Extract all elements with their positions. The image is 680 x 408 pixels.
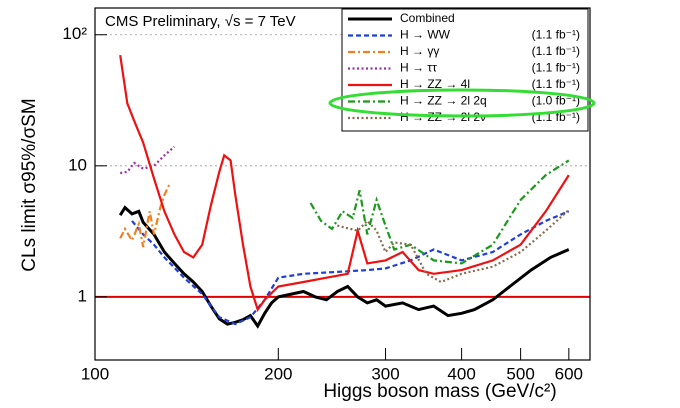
x-tick-label: 300 bbox=[371, 364, 399, 383]
legend-label: H → ZZ → 2l 2q bbox=[400, 94, 487, 108]
series-line bbox=[309, 159, 570, 265]
y-tick-label: 10² bbox=[62, 24, 87, 43]
series-line bbox=[119, 181, 172, 248]
highlight-ellipse bbox=[328, 88, 596, 118]
x-tick-label: 100 bbox=[81, 364, 109, 383]
plot-area bbox=[95, 54, 590, 329]
legend-box bbox=[341, 8, 589, 132]
legend-label: H → ττ bbox=[400, 61, 437, 75]
plot-frame bbox=[94, 7, 591, 361]
x-tick-label: 200 bbox=[264, 364, 292, 383]
legend-label: H → WW bbox=[400, 28, 451, 42]
legend-lumi: (1.1 fb⁻¹) bbox=[532, 61, 580, 75]
legend-lumi: (1.1 fb⁻¹) bbox=[532, 44, 580, 58]
legend-label: Combined bbox=[400, 11, 455, 25]
legend-lumi: (1.1 fb⁻¹) bbox=[532, 28, 580, 42]
x-tick-label: 500 bbox=[506, 364, 534, 383]
legend-lumi: (1.1 fb⁻¹) bbox=[532, 77, 580, 91]
annotation: CMS Preliminary, √s = 7 TeV bbox=[105, 13, 296, 30]
x-tick-label: 600 bbox=[555, 364, 583, 383]
y-tick-label: 1 bbox=[78, 286, 87, 305]
legend-lumi: (1.0 fb⁻¹) bbox=[532, 94, 580, 108]
legend-label: H → ZZ → 4l bbox=[400, 77, 470, 91]
series-line bbox=[131, 210, 570, 326]
y-tick-label: 10 bbox=[68, 155, 87, 174]
series-line bbox=[337, 209, 570, 284]
series-line bbox=[118, 205, 570, 329]
y-axis-label: CLs limit σ95%/σSM bbox=[19, 98, 40, 271]
series-line bbox=[120, 145, 176, 175]
x-tick-label: 400 bbox=[447, 364, 475, 383]
legend: Combined H → WW (1.1 fb⁻¹) H → γγ (1.1 fb⁻¹)… bbox=[341, 8, 589, 132]
x-axis-label: Higgs boson mass (GeV/c²) bbox=[323, 381, 556, 402]
legend-label: H → γγ bbox=[400, 44, 439, 58]
